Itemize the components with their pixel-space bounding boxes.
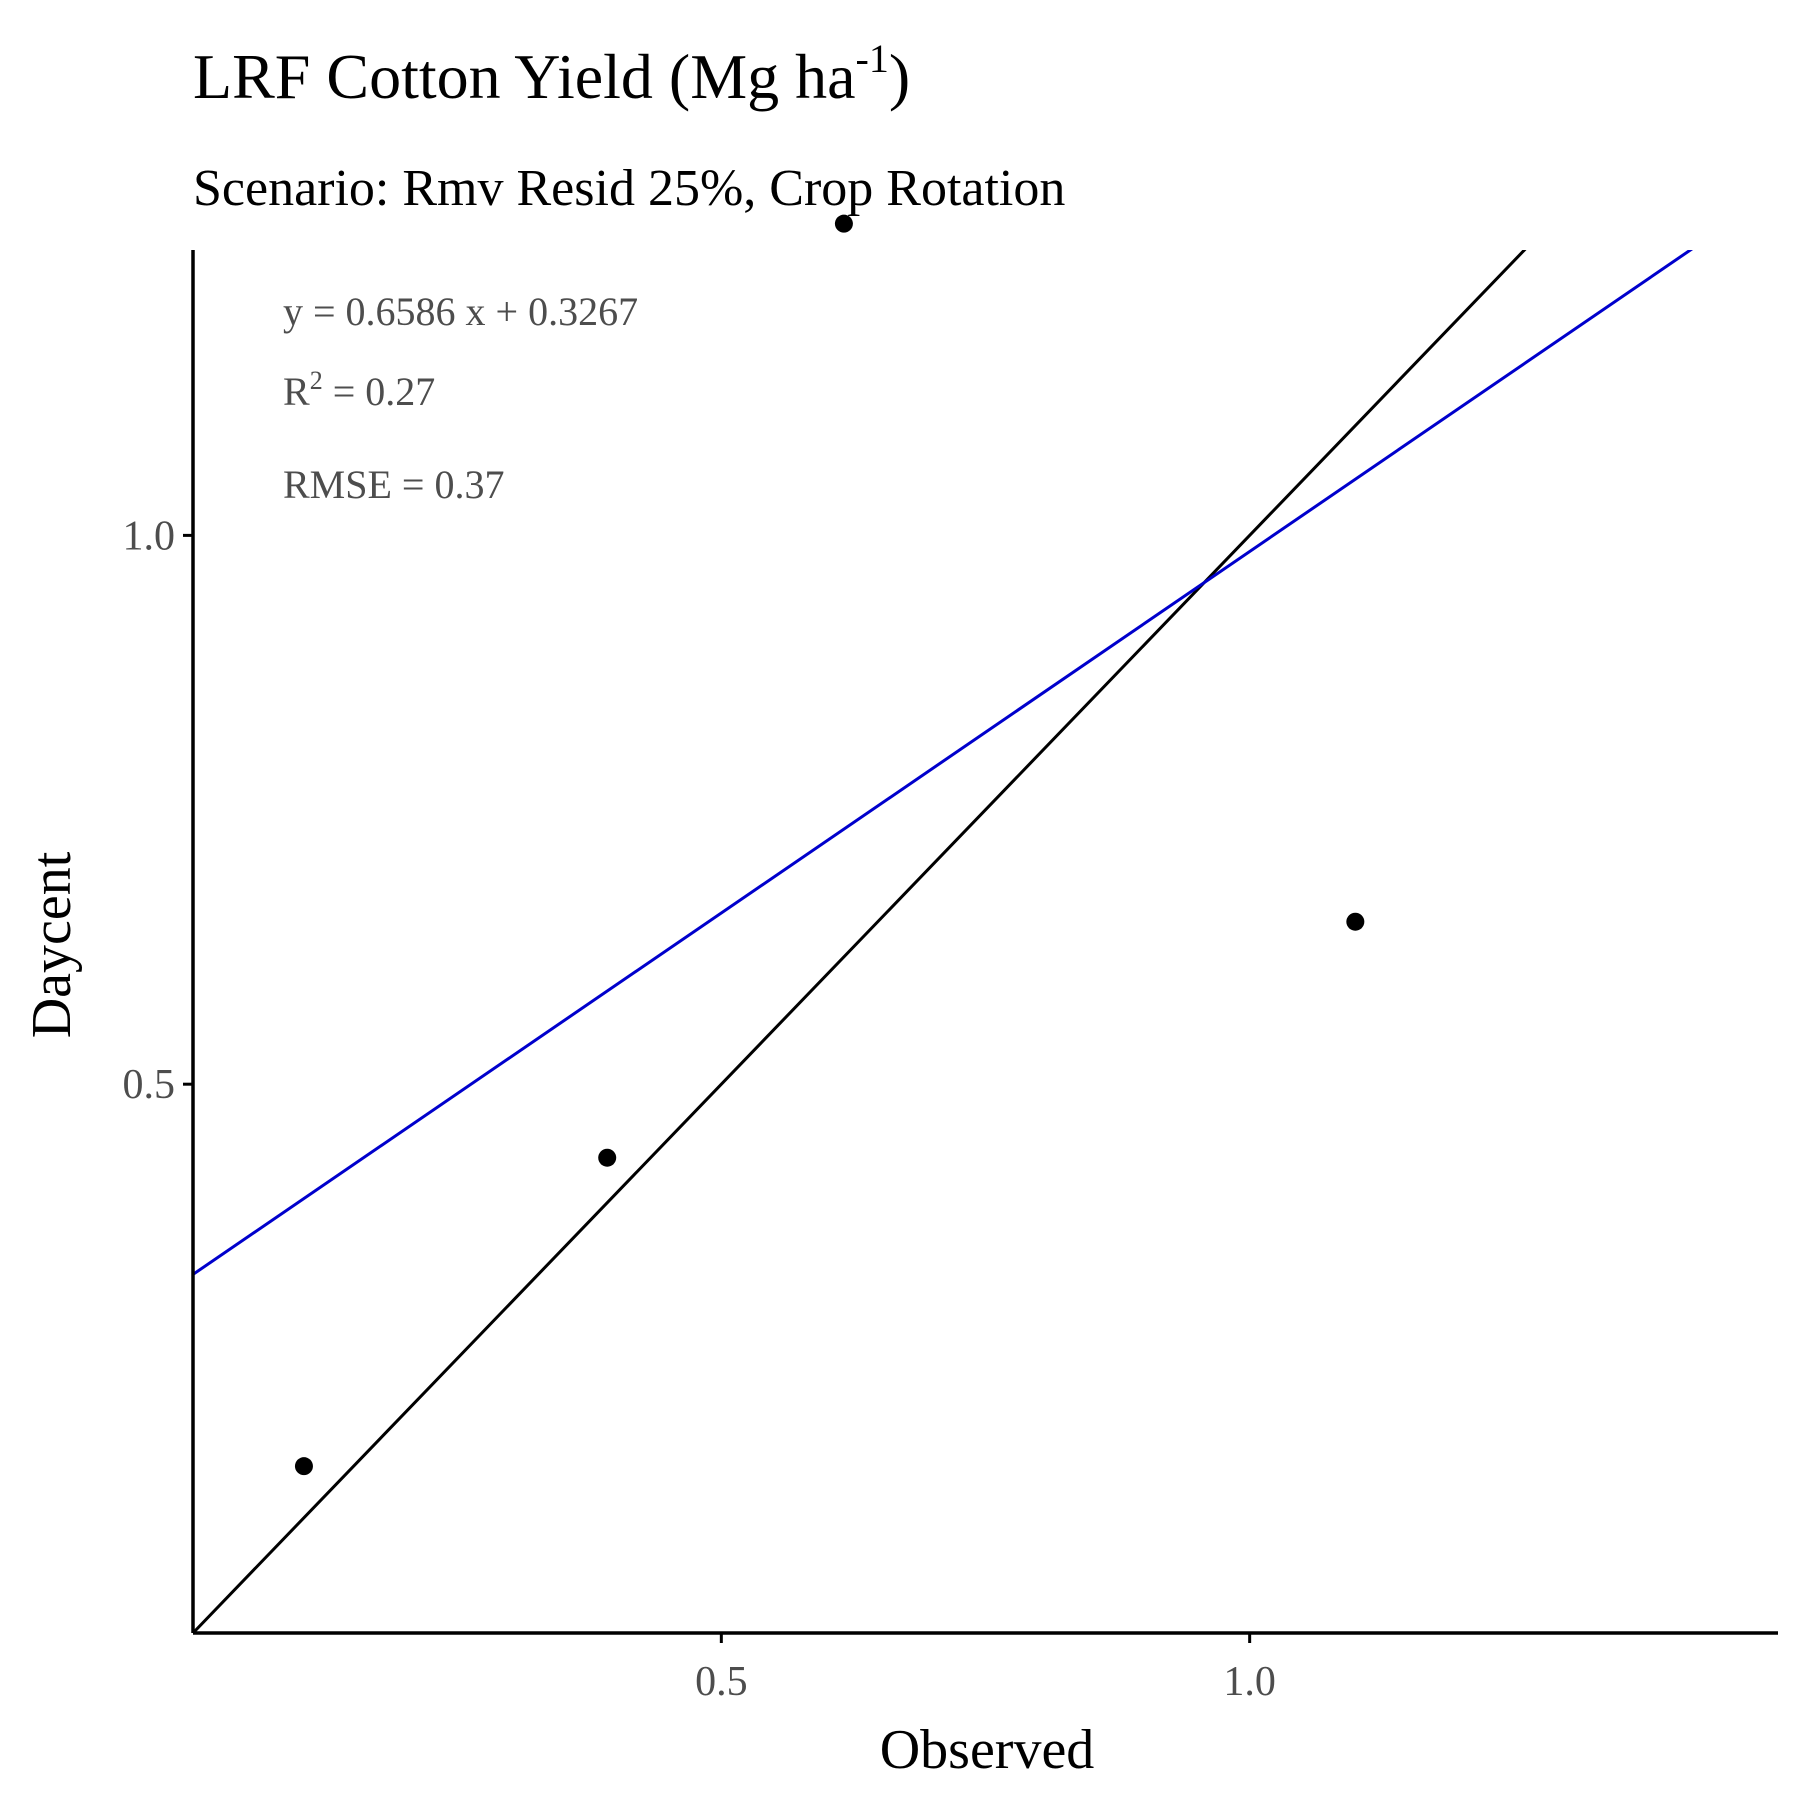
data-point xyxy=(598,1148,617,1167)
regression-equation: y = 0.6586 x + 0.3267 xyxy=(283,289,638,334)
r-squared-superscript: 2 xyxy=(310,366,323,395)
chart-title-suffix: ) xyxy=(889,41,910,112)
rmse-annotation: RMSE = 0.37 xyxy=(283,462,504,507)
x-tick-label: 0.5 xyxy=(695,1659,748,1705)
data-point xyxy=(834,214,853,233)
identity-line xyxy=(193,250,1527,1633)
chart-title-main: LRF Cotton Yield (Mg ha xyxy=(193,41,856,112)
y-axis-label: Daycent xyxy=(21,851,83,1038)
r-squared-annotation: R2 = 0.27 xyxy=(283,366,435,414)
data-point xyxy=(294,1457,313,1476)
r-squared-value: = 0.27 xyxy=(323,369,436,414)
reference-lines xyxy=(193,250,1694,1633)
chart-title: LRF Cotton Yield (Mg ha-1) xyxy=(193,36,910,112)
r-squared-label: R xyxy=(283,369,310,414)
chart-title-superscript: -1 xyxy=(856,36,889,81)
x-tick-label: 1.0 xyxy=(1223,1659,1276,1705)
data-point xyxy=(1346,912,1365,931)
data-points xyxy=(294,214,1365,1476)
y-tick-label: 0.5 xyxy=(123,1062,176,1108)
y-tick-label: 1.0 xyxy=(123,513,176,559)
x-axis-label: Observed xyxy=(880,1719,1095,1781)
axis-ticks: 0.5 1.0 0.5 1.0 xyxy=(123,513,1276,1705)
regression-line xyxy=(193,250,1694,1276)
chart-subtitle: Scenario: Rmv Resid 25%, Crop Rotation xyxy=(193,160,1065,217)
